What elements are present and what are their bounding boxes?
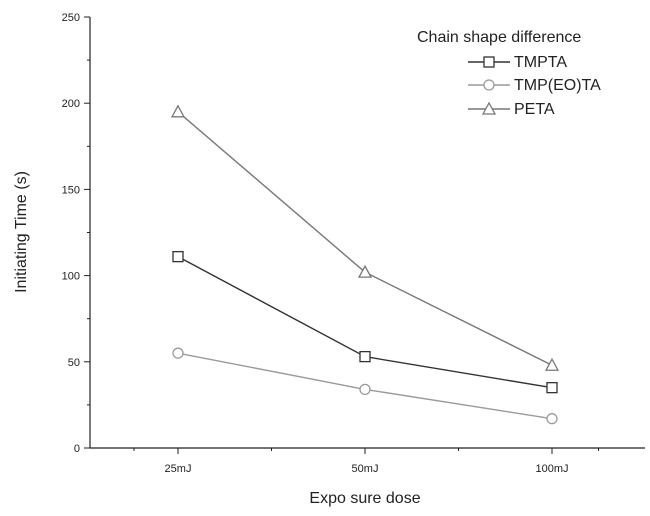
legend: Chain shape difference TMPTA TMP(EO)TA PET…	[417, 29, 601, 118]
legend-label: PETA	[514, 101, 555, 118]
x-tick-label: 50mJ	[352, 463, 379, 475]
data-point-tmpta	[359, 350, 371, 363]
legend-marker-triangle	[481, 101, 497, 115]
data-point-tmpta	[172, 250, 184, 263]
data-point-tmpta	[546, 382, 558, 394]
series-tmpta	[172, 250, 558, 394]
legend-label: TMP(EO)TA	[514, 77, 601, 94]
series-line-peta	[177, 111, 553, 366]
x-tick-label: 100mJ	[535, 463, 568, 475]
x-axis-ticks: 25mJ 50mJ 100mJ	[133, 448, 599, 475]
legend-marker-circle	[483, 79, 495, 91]
y-tick-label: 0	[74, 443, 80, 455]
data-point-peta	[544, 357, 560, 371]
legend-item-peta: PETA	[468, 101, 555, 118]
data-point-peta	[357, 264, 373, 278]
y-tick-label: 250	[62, 12, 80, 24]
legend-item-tmpta: TMPTA	[468, 54, 567, 71]
y-tick-label: 100	[62, 271, 80, 283]
legend-marker-square	[483, 56, 495, 68]
legend-label: TMPTA	[514, 54, 567, 71]
data-point-tmp-eo-ta	[546, 413, 558, 425]
series-peta	[170, 104, 560, 371]
legend-title: Chain shape difference	[417, 29, 581, 46]
data-point-tmp-eo-ta	[359, 383, 371, 396]
series-layer	[170, 104, 560, 425]
y-tick-label: 200	[62, 98, 80, 110]
y-tick-label: 50	[68, 357, 80, 369]
data-point-peta	[170, 104, 186, 118]
x-axis-title: Expo sure dose	[309, 490, 420, 507]
x-tick-label: 25mJ	[165, 463, 192, 475]
series-tmp-eo-ta	[172, 347, 558, 425]
y-axis-title: Initiating Time (s)	[13, 171, 30, 293]
y-axis-ticks: 0 50 100 150 200 250	[62, 12, 90, 455]
legend-item-tmp-eo-ta: TMP(EO)TA	[468, 77, 601, 94]
y-tick-label: 150	[62, 184, 80, 196]
data-point-tmp-eo-ta	[172, 347, 184, 359]
